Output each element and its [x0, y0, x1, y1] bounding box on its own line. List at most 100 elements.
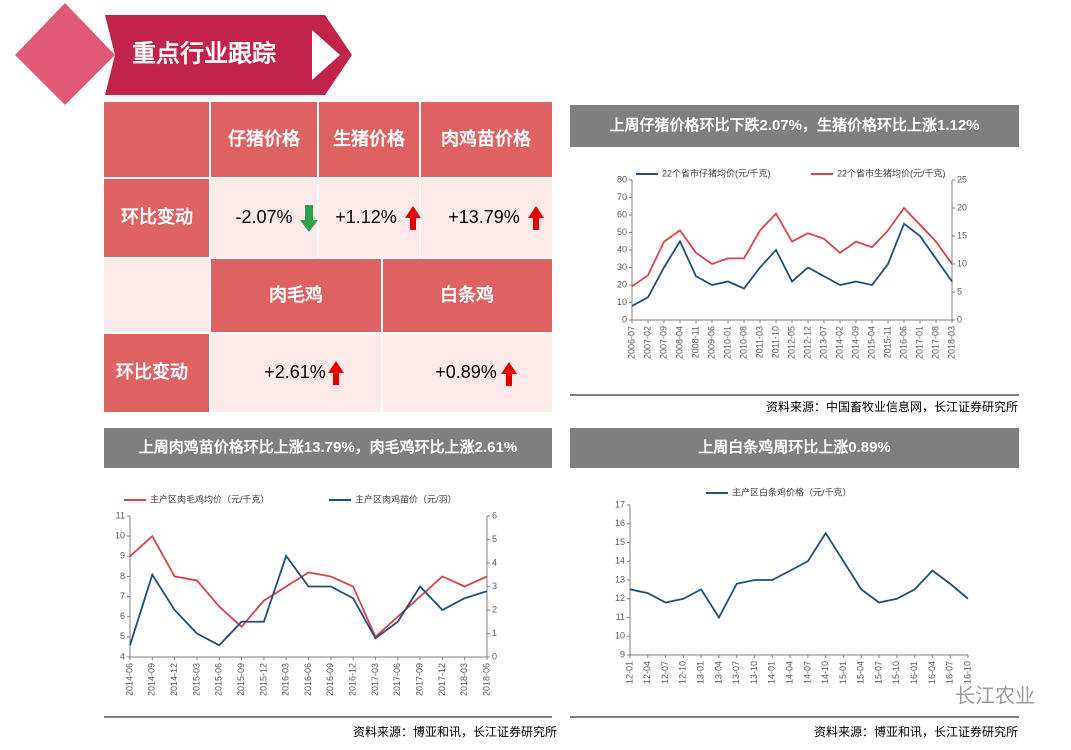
y-tick-label: 10	[115, 531, 125, 541]
x-tick-label: 2010-01	[722, 326, 732, 359]
y2-tick-label: 25	[957, 174, 967, 184]
y2-tick-label: 5	[492, 534, 497, 544]
header-banner	[105, 15, 352, 95]
y2-tick-label: 3	[492, 581, 497, 591]
row-label-cell	[104, 333, 210, 412]
row-label-cell	[104, 178, 210, 258]
header-diamond	[15, 3, 115, 105]
chart-title: 上周仔猪价格环比下跌2.07%，生猪价格环比上涨1.12%	[609, 116, 979, 134]
x-tick-label: 2017-01	[914, 326, 924, 359]
x-tick-label: 16-07	[945, 661, 955, 684]
source-note: 资料来源：博亚和讯，长江证券研究所	[353, 724, 557, 739]
x-tick-label: 2007-02	[642, 326, 652, 359]
x-tick-label: 2007-09	[658, 326, 668, 359]
change-value: -2.07%	[235, 207, 292, 227]
x-tick-label: 2015-11	[882, 326, 892, 358]
x-tick-label: 2017-08	[930, 326, 940, 359]
x-tick-label: 2016-03	[281, 663, 291, 696]
x-tick-label: 2014-09	[850, 326, 860, 359]
y-tick-label: 13	[615, 574, 625, 584]
x-tick-label: 14-10	[820, 661, 830, 684]
x-tick-label: 15-04	[856, 661, 866, 684]
change-value: +2.61%	[264, 362, 326, 382]
x-tick-label: 2013-07	[818, 326, 828, 359]
x-tick-label: 16-04	[927, 661, 937, 684]
y-tick-label: 11	[616, 612, 625, 622]
x-tick-label: 12-07	[660, 661, 670, 684]
y-tick-label: 16	[615, 518, 625, 528]
legend-label: 主产区肉鸡苗价（元/羽）	[355, 493, 457, 504]
value-row	[210, 178, 552, 258]
table-header-row	[104, 102, 552, 178]
legend-label: 22个省市仔猪均价(元/千克)	[662, 167, 771, 178]
down-arrow	[300, 205, 318, 232]
x-tick-label: 2018-03	[459, 663, 469, 696]
y-tick-label: 9	[620, 649, 625, 659]
x-tick-label: 12-04	[642, 661, 652, 684]
y-tick-label: 20	[617, 279, 627, 289]
y2-tick-label: 10	[957, 258, 967, 268]
x-tick-label: 14-01	[767, 661, 777, 684]
legend-label: 主产区肉毛鸡均价（元/千克）	[150, 493, 270, 504]
empty-cell	[104, 258, 210, 333]
header-arrow	[312, 30, 340, 80]
x-tick-label: 16-01	[909, 661, 919, 684]
up-arrow	[528, 206, 544, 230]
y-tick-label: 4	[120, 651, 125, 661]
change-value: +1.12%	[335, 207, 397, 227]
y2-tick-label: 0	[492, 651, 497, 661]
x-tick-label: 2014-12	[169, 663, 179, 696]
x-tick-label: 2018-03	[946, 326, 956, 359]
x-tick-label: 2016-06	[898, 326, 908, 359]
x-tick-label: 2016-09	[325, 663, 335, 696]
y2-tick-label: 20	[957, 202, 967, 212]
x-tick-label: 15-07	[873, 661, 883, 684]
y-tick-label: 30	[617, 262, 627, 272]
x-tick-label: 15-01	[838, 661, 848, 684]
y-tick-label: 8	[120, 571, 125, 581]
x-tick-label: 2015-03	[191, 663, 201, 696]
x-tick-label: 2015-06	[214, 663, 224, 696]
series-line	[129, 534, 488, 639]
y-tick-label: 12	[615, 593, 625, 603]
x-tick-label: 2015-12	[258, 663, 268, 696]
x-tick-label: 13-04	[713, 661, 723, 684]
row-label: 环比变动	[116, 361, 188, 382]
x-tick-label: 12-10	[678, 661, 688, 684]
x-tick-label: 14-04	[784, 661, 794, 684]
x-tick-label: 2015-09	[236, 663, 246, 696]
y2-tick-label: 0	[957, 314, 962, 324]
x-tick-label: 2017-09	[414, 663, 424, 696]
change-value: +13.79%	[448, 207, 520, 227]
change-value: +0.89%	[435, 362, 497, 382]
x-tick-label: 2018-06	[481, 663, 491, 696]
y-tick-label: 7	[120, 591, 125, 601]
x-tick-label: 2012-05	[786, 326, 796, 359]
x-tick-label: 14-07	[802, 661, 812, 684]
x-tick-label: 13-07	[731, 661, 741, 684]
column-header: 肉鸡苗价格	[441, 128, 532, 149]
y-tick-label: 17	[615, 499, 625, 509]
x-tick-label: 2017-12	[437, 663, 447, 696]
title-bar	[104, 428, 552, 468]
x-tick-label: 2017-03	[370, 663, 380, 696]
series-line	[631, 222, 953, 307]
x-tick-label: 2009-06	[706, 326, 716, 359]
source-note: 资料来源：中国畜牧业信息网，长江证券研究所	[766, 399, 1018, 414]
legend-label: 22个省市生猪均价(元/千克)	[837, 167, 946, 178]
x-tick-label: 2012-12	[802, 326, 812, 359]
x-tick-label: 2011-10	[770, 326, 780, 358]
x-tick-label: 2016-06	[303, 663, 313, 696]
y2-tick-label: 4	[492, 557, 497, 567]
x-tick-label: 2006-07	[626, 326, 636, 359]
x-tick-label: 13-01	[696, 661, 706, 684]
column-header: 仔猪价格	[228, 128, 301, 149]
summary-table: 仔猪价格 生猪价格 肉鸡苗价格 环比变动 -2.07% +1.12% +13.7…	[104, 102, 552, 412]
header-title: 重点行业跟踪	[132, 39, 276, 67]
x-tick-label: 2014-06	[124, 663, 134, 696]
watermark: 长江农业	[955, 684, 1035, 707]
x-tick-label: 2017-06	[392, 663, 402, 696]
y-tick-label: 80	[617, 174, 627, 184]
y-tick-label: 70	[617, 192, 627, 202]
